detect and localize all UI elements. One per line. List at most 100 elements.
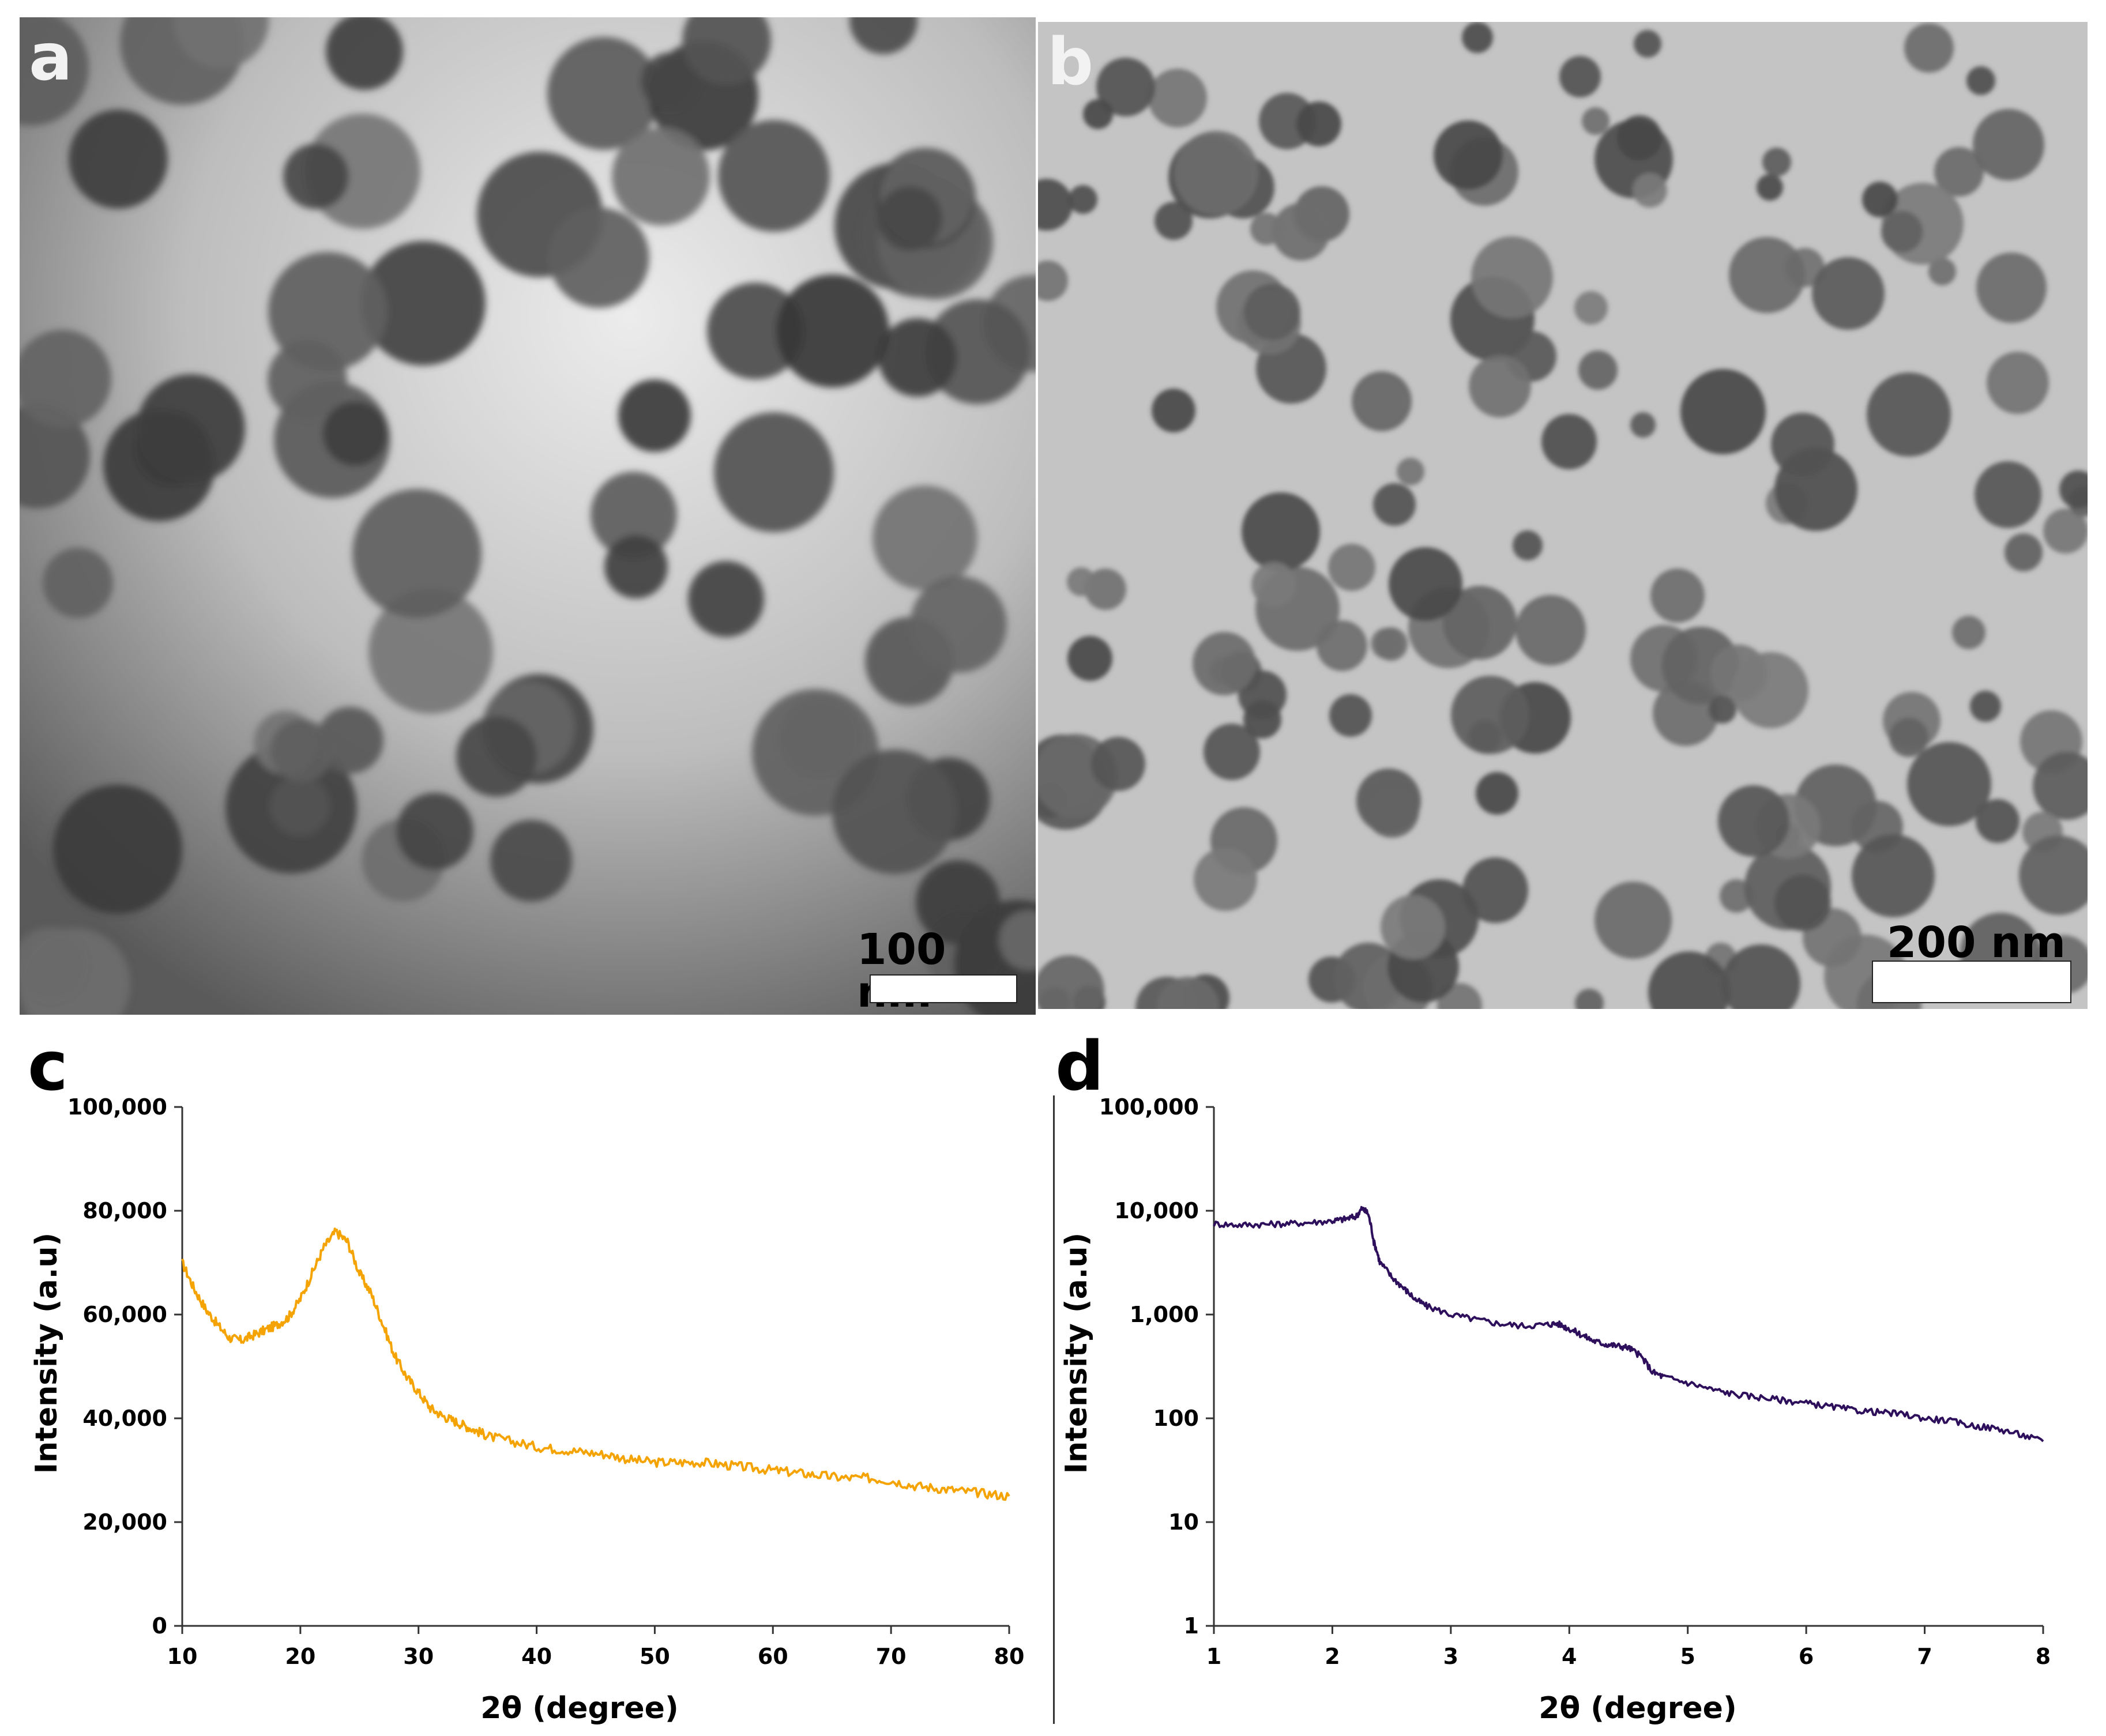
- chart-c-xtick-label: 10: [167, 1644, 198, 1669]
- tem-particle: [1365, 784, 1419, 838]
- tem-particle: [1973, 109, 2044, 180]
- chart-c-ytick-label: 60,000: [82, 1302, 167, 1327]
- tem-particle: [618, 379, 691, 452]
- tem-particle: [69, 110, 168, 209]
- tem-particle: [1709, 696, 1736, 724]
- tem-particle: [1154, 202, 1193, 240]
- tem-particle: [1966, 66, 1995, 95]
- chart-d-xtick-label: 8: [2036, 1644, 2051, 1669]
- tem-particle: [20, 404, 90, 509]
- chart-d-xtick-label: 7: [1917, 1644, 1932, 1669]
- tem-particle: [456, 716, 537, 797]
- panel-letter-a: a: [29, 20, 73, 95]
- chart-c-xtick-label: 20: [285, 1644, 315, 1669]
- chart-c-xtick-label: 40: [521, 1644, 552, 1669]
- tem-particle: [1174, 131, 1258, 215]
- tem-particle: [1476, 772, 1518, 815]
- tem-particle: [688, 561, 764, 637]
- tem-particle: [1096, 58, 1155, 116]
- tem-particle: [916, 860, 1000, 944]
- chart-c-ylabel: Intensity (a.u): [29, 1233, 64, 1474]
- tem-particle: [1317, 620, 1367, 671]
- chart-c-xtick-label: 30: [403, 1644, 434, 1669]
- tem-particle: [1976, 799, 2019, 843]
- tem-particle: [1650, 568, 1705, 623]
- tem-particle: [20, 17, 89, 126]
- chart-c-xtick-label: 60: [758, 1644, 788, 1669]
- tem-particle: [1513, 530, 1543, 560]
- chart-c-series: [181, 1227, 1010, 1501]
- tem-particle: [1970, 691, 2001, 722]
- tem-particle: [1469, 355, 1531, 417]
- tem-particle: [1976, 253, 2047, 323]
- tem-image-a: a 100 nm: [20, 17, 1036, 1015]
- tem-particle: [1296, 101, 1341, 146]
- tem-particle: [352, 489, 482, 618]
- tem-particle: [1559, 56, 1601, 97]
- tem-particle: [1541, 414, 1597, 469]
- tem-particle: [1574, 291, 1608, 325]
- tem-particle: [1397, 458, 1424, 485]
- panel-divider: [1053, 1095, 1055, 1724]
- tem-image-b: b 200 nm: [1038, 22, 2088, 1009]
- tem-particle: [1757, 174, 1783, 201]
- tem-particle: [925, 299, 1030, 404]
- tem-particle: [1889, 718, 1928, 757]
- saxs-chart-d: 1 10 100 1,000 10,000 100,000 1 2 3 4 5 6 7 8 2θ (deg…: [1059, 1094, 2051, 1726]
- tem-particle: [323, 401, 388, 466]
- tem-particle: [612, 127, 710, 225]
- tem-particle: [1152, 389, 1195, 432]
- tem-particle: [174, 17, 269, 68]
- tem-particle: [1157, 977, 1219, 1009]
- tem-particle: [317, 707, 383, 774]
- tem-particle: [2033, 752, 2088, 820]
- tem-particle: [1594, 882, 1672, 959]
- tem-particle: [1204, 724, 1260, 780]
- chart-d-ytick-label: 100,000: [1099, 1094, 1199, 1120]
- tem-particle: [641, 52, 699, 110]
- tem-particle: [1934, 147, 1984, 197]
- chart-c-xtick-label: 50: [640, 1644, 670, 1669]
- tem-particle: [718, 120, 830, 232]
- tem-particle: [1718, 785, 1789, 857]
- tem-particle: [1067, 567, 1096, 596]
- tem-particle: [326, 17, 403, 90]
- tem-particle: [2019, 835, 2088, 915]
- tem-particle: [1881, 211, 1923, 253]
- chart-c-ticks: 0 20,000 40,000 60,000 80,000 100,000 10 20 30 40…: [67, 1094, 1025, 1669]
- panel-letter-d: d: [1055, 1026, 1104, 1106]
- chart-c-xtick-label: 80: [994, 1644, 1025, 1669]
- chart-c-ytick-label: 0: [152, 1613, 167, 1639]
- chart-d-ytick-label: 10,000: [1114, 1198, 1199, 1223]
- tem-particle: [1242, 492, 1320, 571]
- tem-particle: [549, 208, 649, 308]
- tem-particle: [1812, 257, 1885, 330]
- tem-particle: [1867, 372, 1951, 457]
- chart-d-ytick-label: 1: [1184, 1613, 1199, 1639]
- tem-particle: [1774, 875, 1831, 931]
- tem-particle: [270, 720, 333, 782]
- tem-particle: [873, 485, 977, 590]
- tem-particle: [1038, 261, 1068, 301]
- tem-particle: [43, 548, 113, 618]
- tem-particle: [1575, 989, 1604, 1009]
- chart-d-xtick-label: 1: [1206, 1644, 1221, 1669]
- tem-particle: [137, 374, 245, 483]
- tem-particle: [1381, 895, 1445, 959]
- tem-particle: [1091, 737, 1145, 791]
- tem-particle: [1762, 148, 1791, 176]
- tem-particle: [270, 776, 330, 836]
- tem-particle: [1907, 742, 1991, 826]
- tem-particle: [604, 535, 668, 598]
- tem-particle: [1251, 562, 1296, 607]
- tem-particle: [832, 750, 957, 874]
- tem-particle: [1471, 236, 1553, 318]
- tem-particle: [1069, 185, 1097, 214]
- tem-particle: [20, 927, 89, 1003]
- tem-particle: [1987, 352, 2049, 414]
- tem-particle: [1462, 22, 1493, 53]
- tem-particle: [1038, 955, 1104, 1009]
- chart-d-ytick-label: 1,000: [1130, 1302, 1199, 1327]
- chart-d-ytick-label: 100: [1153, 1406, 1199, 1431]
- chart-c-ytick-label: 100,000: [67, 1094, 167, 1120]
